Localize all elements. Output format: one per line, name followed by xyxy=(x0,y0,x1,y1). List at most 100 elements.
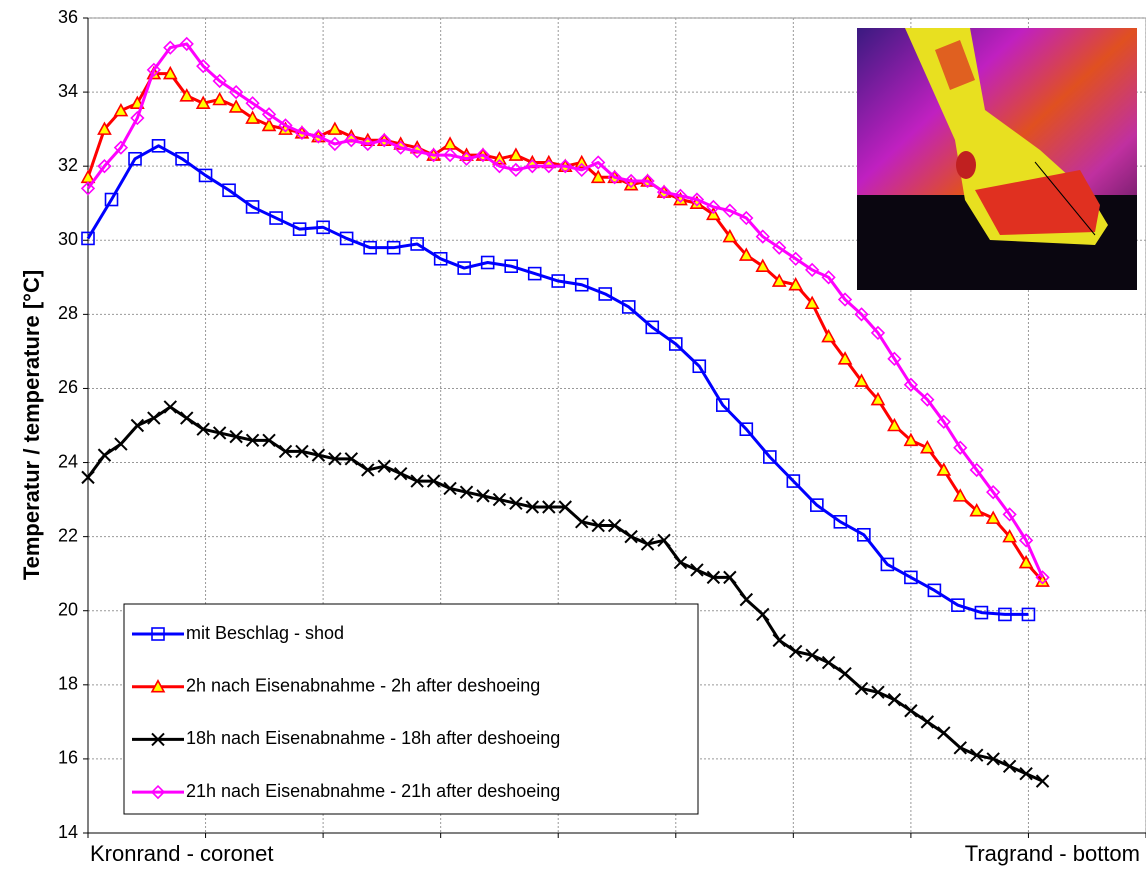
legend-label: 18h nach Eisenabnahme - 18h after deshoe… xyxy=(186,728,560,748)
marker xyxy=(151,732,165,747)
marker xyxy=(936,462,952,476)
marker xyxy=(969,462,984,478)
series xyxy=(80,36,1050,585)
marker xyxy=(410,144,425,159)
marker xyxy=(150,784,166,800)
marker xyxy=(788,251,803,266)
marker xyxy=(621,300,636,314)
marker xyxy=(261,117,277,132)
marker xyxy=(904,704,918,718)
marker xyxy=(97,448,112,462)
marker xyxy=(114,437,128,451)
marker xyxy=(311,448,326,462)
marker xyxy=(196,59,211,74)
marker xyxy=(228,99,244,113)
marker xyxy=(722,228,738,243)
marker xyxy=(393,140,408,155)
marker xyxy=(80,181,96,196)
marker xyxy=(130,110,145,126)
marker xyxy=(311,129,326,144)
marker xyxy=(151,627,165,641)
marker xyxy=(393,466,408,481)
marker xyxy=(245,110,260,124)
marker xyxy=(903,432,919,447)
marker xyxy=(442,147,458,163)
marker xyxy=(459,151,474,166)
marker xyxy=(81,231,95,246)
marker xyxy=(986,485,1001,500)
marker xyxy=(805,262,820,278)
marker xyxy=(339,231,354,246)
marker xyxy=(212,426,227,440)
marker xyxy=(969,503,985,517)
y-axis-label: Temperatur / temperature [°C] xyxy=(19,270,44,580)
marker xyxy=(504,259,519,274)
marker xyxy=(821,655,836,670)
marker xyxy=(903,377,919,392)
marker xyxy=(837,292,853,307)
marker xyxy=(476,489,490,503)
marker xyxy=(459,485,474,499)
marker xyxy=(163,40,178,55)
marker xyxy=(196,422,210,436)
marker xyxy=(833,515,848,529)
marker xyxy=(162,65,178,80)
marker xyxy=(278,118,293,133)
marker xyxy=(640,173,655,189)
marker xyxy=(645,320,660,335)
marker xyxy=(361,463,375,477)
marker xyxy=(1035,570,1050,585)
marker xyxy=(410,237,424,251)
marker xyxy=(668,337,683,351)
marker xyxy=(222,183,236,198)
marker xyxy=(558,500,572,514)
legend-label: 21h nach Eisenabnahme - 21h after deshoe… xyxy=(186,781,560,801)
marker xyxy=(755,258,771,273)
marker xyxy=(689,192,705,207)
marker xyxy=(673,188,688,203)
marker xyxy=(261,107,277,122)
marker xyxy=(525,159,540,174)
marker xyxy=(920,715,935,729)
marker xyxy=(772,240,787,255)
marker xyxy=(805,648,819,662)
y-tick-label: 34 xyxy=(58,81,78,101)
marker xyxy=(821,270,836,285)
marker xyxy=(294,125,310,140)
y-tick-label: 26 xyxy=(58,377,78,397)
marker xyxy=(857,527,871,542)
marker xyxy=(130,418,145,433)
marker xyxy=(551,274,566,288)
marker xyxy=(426,147,441,163)
marker xyxy=(245,96,260,111)
legend-box xyxy=(123,603,699,815)
marker xyxy=(985,510,1001,524)
marker xyxy=(690,563,704,577)
marker xyxy=(278,444,293,459)
marker xyxy=(360,136,375,152)
marker xyxy=(656,184,672,200)
marker xyxy=(442,136,458,150)
marker xyxy=(198,168,213,183)
marker xyxy=(692,359,707,374)
marker xyxy=(492,159,507,174)
y-tick-label: 22 xyxy=(58,525,78,545)
legend-label: 2h nach Eisenabnahme - 2h after deshoein… xyxy=(186,675,540,695)
marker xyxy=(854,681,869,696)
marker xyxy=(344,452,359,466)
marker xyxy=(723,570,737,585)
marker xyxy=(821,328,836,343)
marker xyxy=(887,351,902,366)
marker xyxy=(212,91,228,106)
series xyxy=(81,139,1036,622)
marker xyxy=(591,155,606,170)
marker xyxy=(180,411,194,425)
marker xyxy=(810,498,824,512)
y-tick-label: 16 xyxy=(58,748,78,768)
y-tick-label: 36 xyxy=(58,7,78,27)
marker xyxy=(755,229,770,244)
marker xyxy=(623,173,639,189)
marker xyxy=(179,36,194,52)
marker xyxy=(1019,767,1033,781)
marker xyxy=(706,199,721,215)
